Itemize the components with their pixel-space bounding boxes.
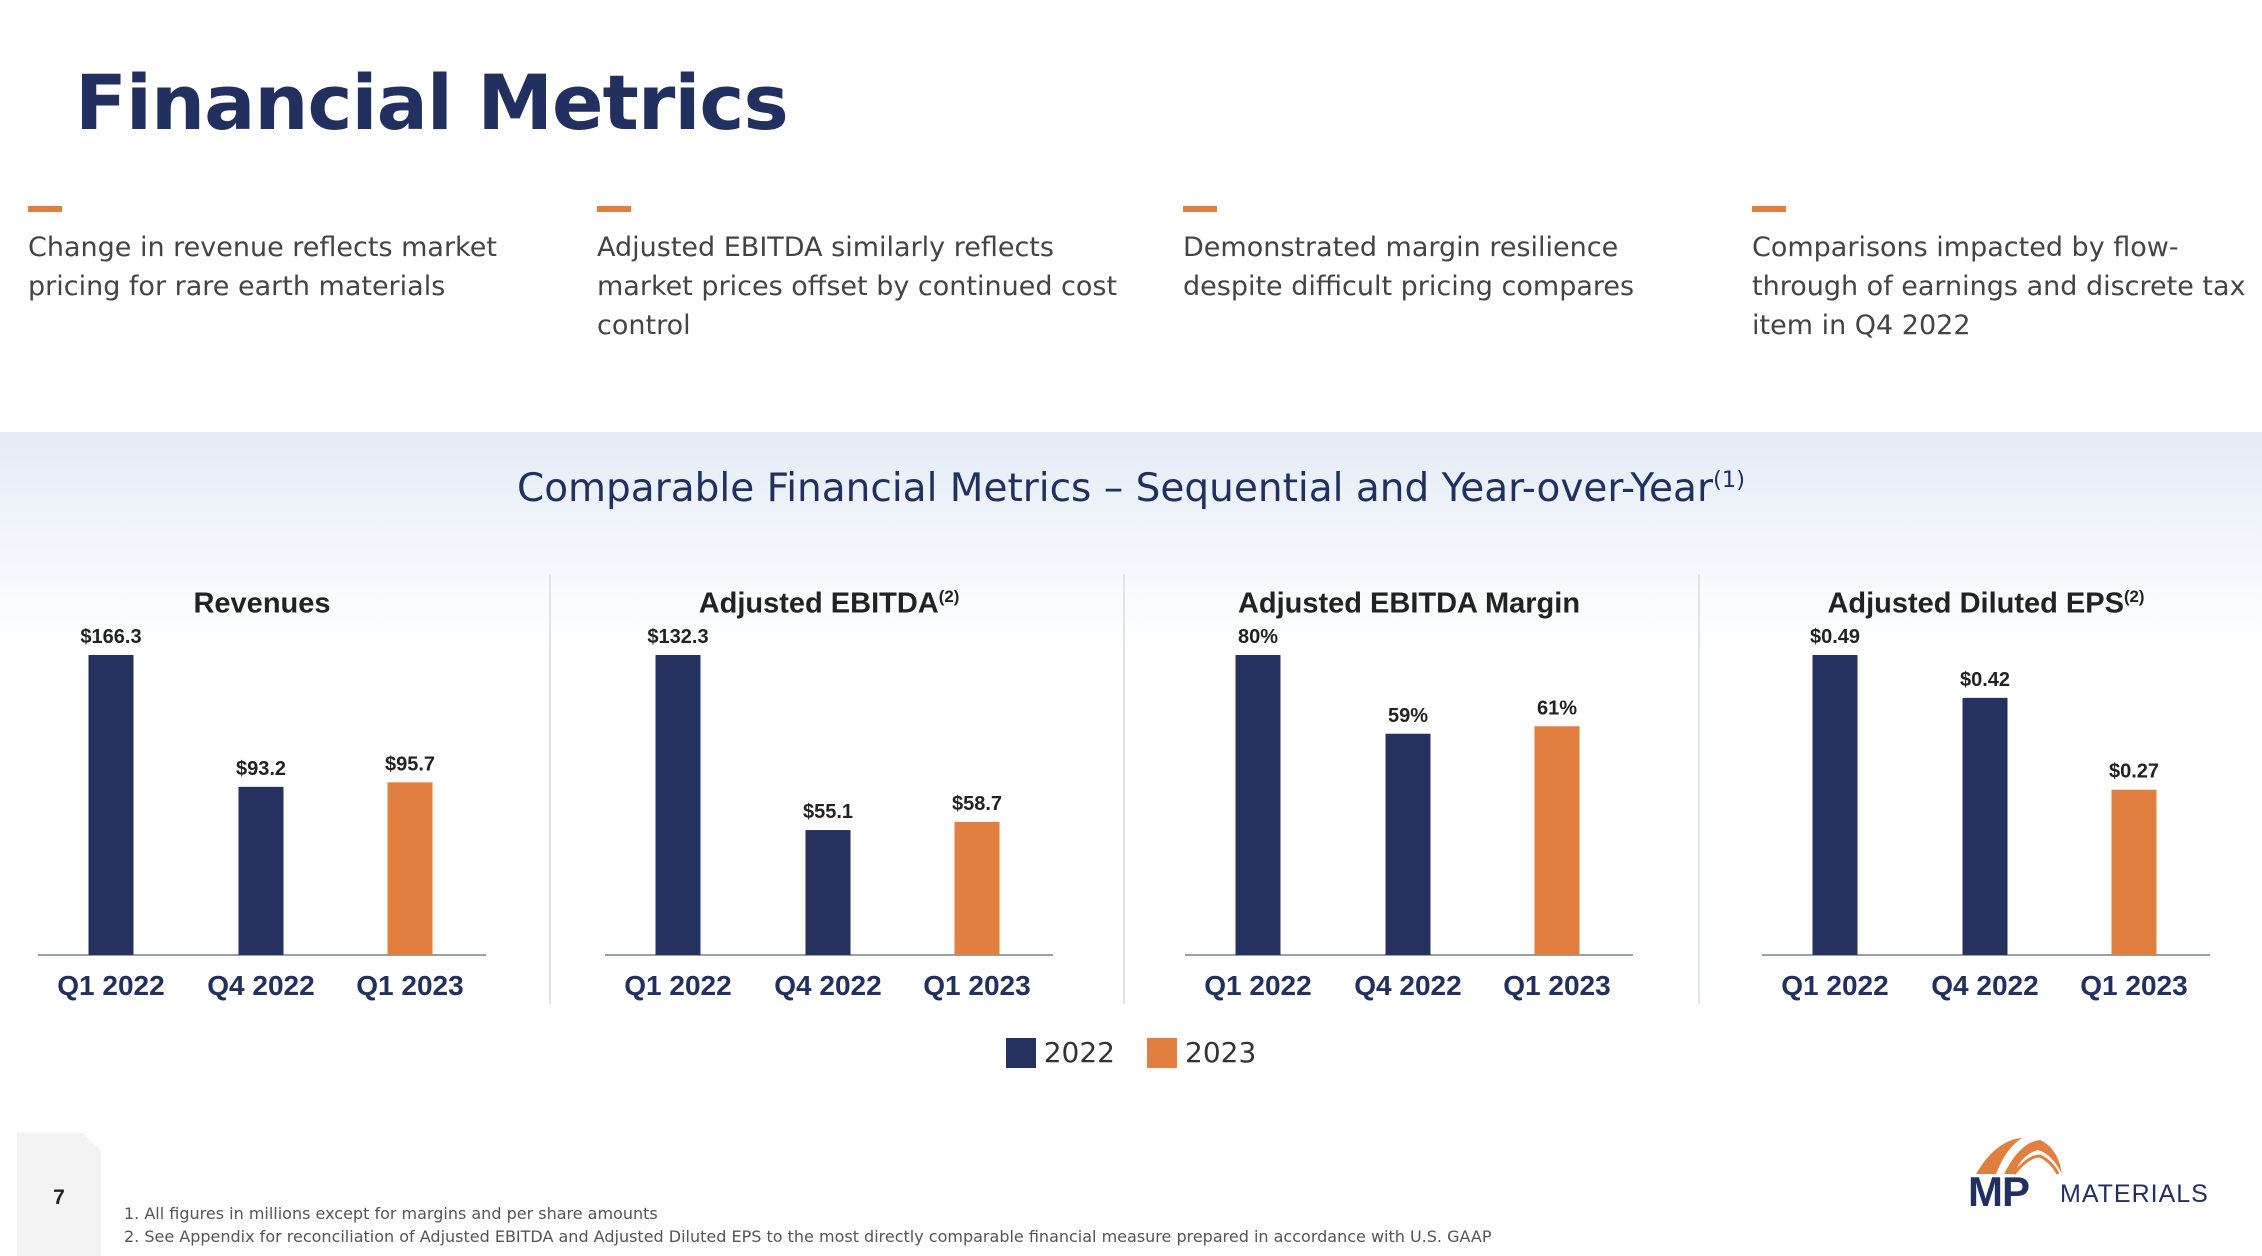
- bar: [2111, 789, 2157, 955]
- bar: [238, 786, 284, 955]
- chart-divider: [549, 574, 551, 1004]
- x-tick-label: Q1 2023: [923, 970, 1030, 1001]
- chart-title-text: Adjusted EBITDA: [698, 587, 939, 620]
- logo-materials-text: MATERIALS: [2060, 1180, 2209, 1208]
- accent-dash: [597, 206, 631, 212]
- bar-value-label: $0.42: [1960, 669, 2010, 691]
- x-tick-label: Q1 2022: [57, 970, 164, 1001]
- bar: [88, 655, 134, 955]
- logo-mp-text: MP: [1968, 1168, 2030, 1215]
- takeaway-text: Demonstrated margin resilience despite d…: [1183, 232, 1635, 302]
- footnote-ref: (1): [1712, 467, 1746, 493]
- legend-swatch: [1147, 1037, 1177, 1068]
- chart-legend: 2022 2023: [0, 1036, 2262, 1069]
- section-title: Comparable Financial Metrics – Sequentia…: [0, 466, 2262, 511]
- bar-value-label: 80%: [1238, 626, 1278, 648]
- x-tick-label: Q4 2022: [1931, 970, 2038, 1001]
- mountain-logo-icon: [1976, 1138, 2062, 1175]
- takeaway-text: Change in revenue reflects market pricin…: [28, 232, 497, 302]
- x-tick-label: Q1 2022: [1204, 970, 1311, 1001]
- bar-value-label: $0.49: [1810, 626, 1860, 648]
- takeaway-1: Change in revenue reflects market pricin…: [28, 206, 568, 306]
- x-tick-label: Q4 2022: [774, 970, 881, 1001]
- bar: [954, 821, 1000, 955]
- chart-adjusted-ebitda: Adjusted EBITDA(2) $132.3 Q1 2022 $55.1 Q4 …: [589, 575, 1069, 1015]
- bar-value-label: $58.7: [952, 793, 1002, 815]
- takeaway-text: Comparisons impacted by flow-through of …: [1752, 232, 2246, 341]
- chart-adjusted-diluted-eps: Adjusted Diluted EPS(2) $0.49 Q1 2022 $0.4…: [1746, 575, 2226, 1015]
- mp-materials-logo: MP MATERIALS: [1968, 1134, 2218, 1215]
- chart-revenues: Revenues $166.3 Q1 2022 $93.2 Q4 2022 $95.7 Q…: [22, 575, 502, 1015]
- chart-divider: [1698, 574, 1700, 1004]
- x-tick-label: Q4 2022: [207, 970, 314, 1001]
- bar-value-label: $55.1: [803, 801, 853, 823]
- chart-title: Adjusted Diluted EPS(2): [1746, 587, 2226, 621]
- legend-label: 2022: [1043, 1036, 1115, 1069]
- chart-plot: 80% Q1 2022 59% Q4 2022 61% Q1 2023: [1185, 626, 1633, 1001]
- accent-dash: [1752, 206, 1786, 212]
- bar: [1962, 697, 2008, 955]
- chart-title-text: Revenues: [193, 587, 331, 620]
- metrics-panel: [0, 432, 2262, 1082]
- legend-item-2022: 2022: [1005, 1036, 1115, 1069]
- takeaway-3: Demonstrated margin resilience despite d…: [1183, 206, 1723, 306]
- bar: [1385, 733, 1431, 955]
- x-tick-label: Q1 2022: [1781, 970, 1888, 1001]
- x-tick-label: Q1 2022: [624, 970, 731, 1001]
- chart-title-text: Adjusted EBITDA Margin: [1237, 587, 1581, 620]
- takeaway-4: Comparisons impacted by flow-through of …: [1752, 206, 2252, 345]
- chart-plot: $166.3 Q1 2022 $93.2 Q4 2022 $95.7 Q1 2023: [38, 626, 486, 1001]
- bar-value-label: 61%: [1537, 697, 1577, 719]
- chart-title: Adjusted EBITDA Margin: [1169, 587, 1649, 621]
- accent-dash: [28, 206, 62, 212]
- bar-value-label: $132.3: [647, 626, 708, 648]
- chart-divider: [1123, 574, 1125, 1004]
- takeaway-text: Adjusted EBITDA similarly reflects marke…: [597, 232, 1118, 341]
- bar: [805, 830, 851, 955]
- chart-title: Revenues: [22, 587, 502, 621]
- footnote-ref: (2): [938, 587, 960, 606]
- bar: [1235, 655, 1281, 955]
- legend-swatch: [1005, 1037, 1036, 1068]
- page-number: 7: [53, 1186, 65, 1209]
- chart-plot: $0.49 Q1 2022 $0.42 Q4 2022 $0.27 Q1 2023: [1762, 626, 2210, 1001]
- x-tick-label: Q1 2023: [356, 970, 463, 1001]
- section-title-text: Comparable Financial Metrics – Sequentia…: [516, 466, 1713, 511]
- x-tick-label: Q4 2022: [1354, 970, 1461, 1001]
- bar: [1812, 655, 1858, 955]
- chart-title: Adjusted EBITDA(2): [589, 587, 1069, 621]
- bar: [1534, 726, 1580, 955]
- footnote-ref: (2): [2123, 587, 2145, 606]
- footnotes: 1. All figures in millions except for ma…: [124, 1202, 1491, 1248]
- legend-item-2023: 2023: [1147, 1036, 1256, 1069]
- page-title: Financial Metrics: [75, 58, 789, 147]
- chart-title-text: Adjusted Diluted EPS: [1827, 587, 2124, 620]
- chart-plot: $132.3 Q1 2022 $55.1 Q4 2022 $58.7 Q1 2023: [605, 626, 1053, 1001]
- page-number-tab: [17, 1133, 101, 1256]
- takeaway-2: Adjusted EBITDA similarly reflects marke…: [597, 206, 1137, 345]
- footnote-1: 1. All figures in millions except for ma…: [124, 1204, 658, 1223]
- x-tick-label: Q1 2023: [1503, 970, 1610, 1001]
- bar-value-label: $166.3: [80, 626, 141, 648]
- chart-adjusted-ebitda-margin: Adjusted EBITDA Margin 80% Q1 2022 59% Q4 2…: [1169, 575, 1649, 1015]
- legend-label: 2023: [1185, 1036, 1257, 1069]
- bar-value-label: $95.7: [385, 753, 435, 775]
- bar: [387, 782, 433, 955]
- x-tick-label: Q1 2023: [2080, 970, 2187, 1001]
- bar-value-label: $93.2: [236, 758, 286, 780]
- footnote-2: 2. See Appendix for reconciliation of Ad…: [124, 1227, 1492, 1246]
- bar: [655, 655, 701, 955]
- bar-value-label: $0.27: [2109, 761, 2159, 783]
- bar-value-label: 59%: [1388, 705, 1428, 727]
- accent-dash: [1183, 206, 1217, 212]
